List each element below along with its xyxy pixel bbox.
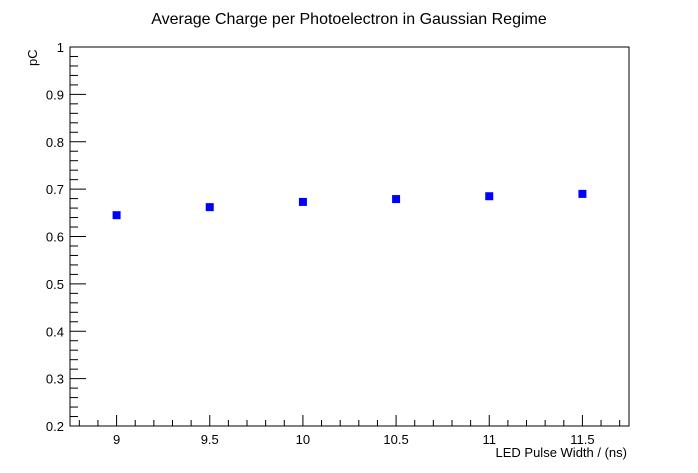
data-point <box>205 203 214 212</box>
x-tick-label: 11 <box>483 432 497 447</box>
data-point <box>578 189 587 198</box>
x-axis-label: LED Pulse Width / (ns) <box>496 445 628 460</box>
data-point <box>485 192 494 201</box>
x-tick-label: 9 <box>113 432 120 447</box>
y-tick-label: 0.2 <box>46 419 64 434</box>
y-tick-label: 0.7 <box>46 182 64 197</box>
y-tick-label: 0.4 <box>46 324 64 339</box>
x-tick-label: 10.5 <box>383 432 408 447</box>
x-tick-label: 11.5 <box>570 432 594 447</box>
x-axis: 9 9.5 10 10.5 11 11.5 <box>78 415 621 447</box>
y-tick-label: 0.5 <box>46 277 64 292</box>
data-point <box>112 211 121 220</box>
chart-title: Average Charge per Photoelectron in Gaus… <box>151 11 547 28</box>
y-tick-label: 0.8 <box>46 135 64 150</box>
x-tick-label: 10 <box>296 432 310 447</box>
data-points <box>112 189 587 220</box>
data-point <box>392 195 401 204</box>
y-axis-label: pC <box>25 49 40 66</box>
y-tick-label: 0.3 <box>46 372 64 387</box>
plot-frame <box>69 46 630 427</box>
y-tick-label: 0.6 <box>46 230 64 245</box>
y-tick-label: 0.9 <box>46 87 64 102</box>
y-tick-label: 1 <box>57 40 64 55</box>
data-point <box>298 197 307 206</box>
x-tick-label: 9.5 <box>201 432 219 447</box>
y-axis: 0.2 0.3 0.4 0.5 0.6 0.7 0.8 0.9 1 <box>46 40 86 434</box>
